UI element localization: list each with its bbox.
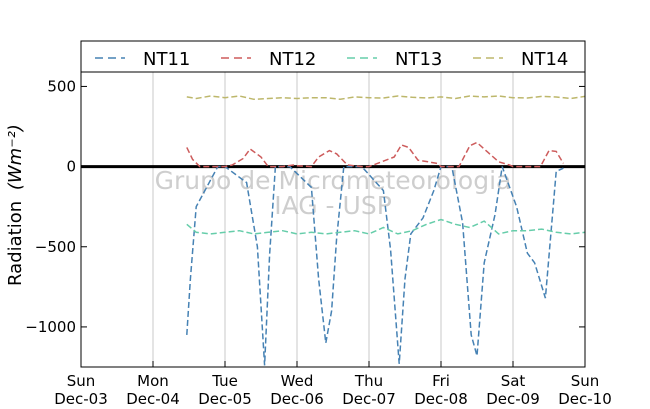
legend: NT11 NT12 NT13 NT14 (80, 40, 586, 73)
x-tick-label-day: Thu (354, 372, 383, 390)
x-tick-label-date: Dec-05 (198, 390, 252, 408)
y-axis-label: Radiation (Wm⁻²) (5, 124, 26, 286)
legend-label-nt13: NT13 (395, 49, 442, 70)
legend-label-nt12: NT12 (269, 49, 316, 70)
x-tick-label-day: Mon (137, 372, 169, 390)
x-tick-label-day: Sun (571, 372, 600, 390)
series-lines (186, 95, 585, 366)
y-ticks: 500 0 −500 −1000 (25, 77, 585, 336)
x-tick-label-date: Dec-10 (558, 390, 612, 408)
x-tick-label-day: Fri (432, 372, 450, 390)
x-tick-label-date: Dec-04 (126, 390, 180, 408)
y-tick-label: 500 (47, 77, 76, 95)
series-line-nt13 (186, 218, 585, 235)
x-tick-label-date: Dec-09 (486, 390, 540, 408)
x-tick-label-day: Wed (281, 372, 314, 390)
x-tick-label-day: Sun (67, 372, 96, 390)
series-line-nt12 (186, 141, 565, 168)
x-tick-label-date: Dec-03 (54, 390, 108, 408)
x-tick-label-date: Dec-08 (414, 390, 468, 408)
series-line-nt14 (186, 95, 585, 101)
x-tick-label-date: Dec-07 (342, 390, 396, 408)
series-line-nt11 (186, 165, 564, 366)
x-ticks: SunDec-03MonDec-04TueDec-05WedDec-06ThuD… (54, 361, 612, 408)
y-tick-label: −1000 (25, 318, 76, 336)
y-tick-label: −500 (35, 238, 76, 256)
x-tick-label-date: Dec-06 (270, 390, 324, 408)
y-tick-label: 0 (66, 158, 76, 176)
y-axis-label-text: Radiation (5, 201, 26, 286)
legend-label-nt14: NT14 (521, 49, 568, 70)
legend-box (80, 40, 586, 73)
watermark: Grupo de Micrometeorologia IAG - USP (155, 166, 512, 220)
x-tick-label-day: Tue (211, 372, 238, 390)
y-axis-label-unit: (Wm⁻²) (5, 124, 26, 190)
x-tick-label-day: Sat (501, 372, 526, 390)
watermark-line-2: IAG - USP (274, 191, 392, 220)
legend-label-nt11: NT11 (143, 49, 190, 70)
